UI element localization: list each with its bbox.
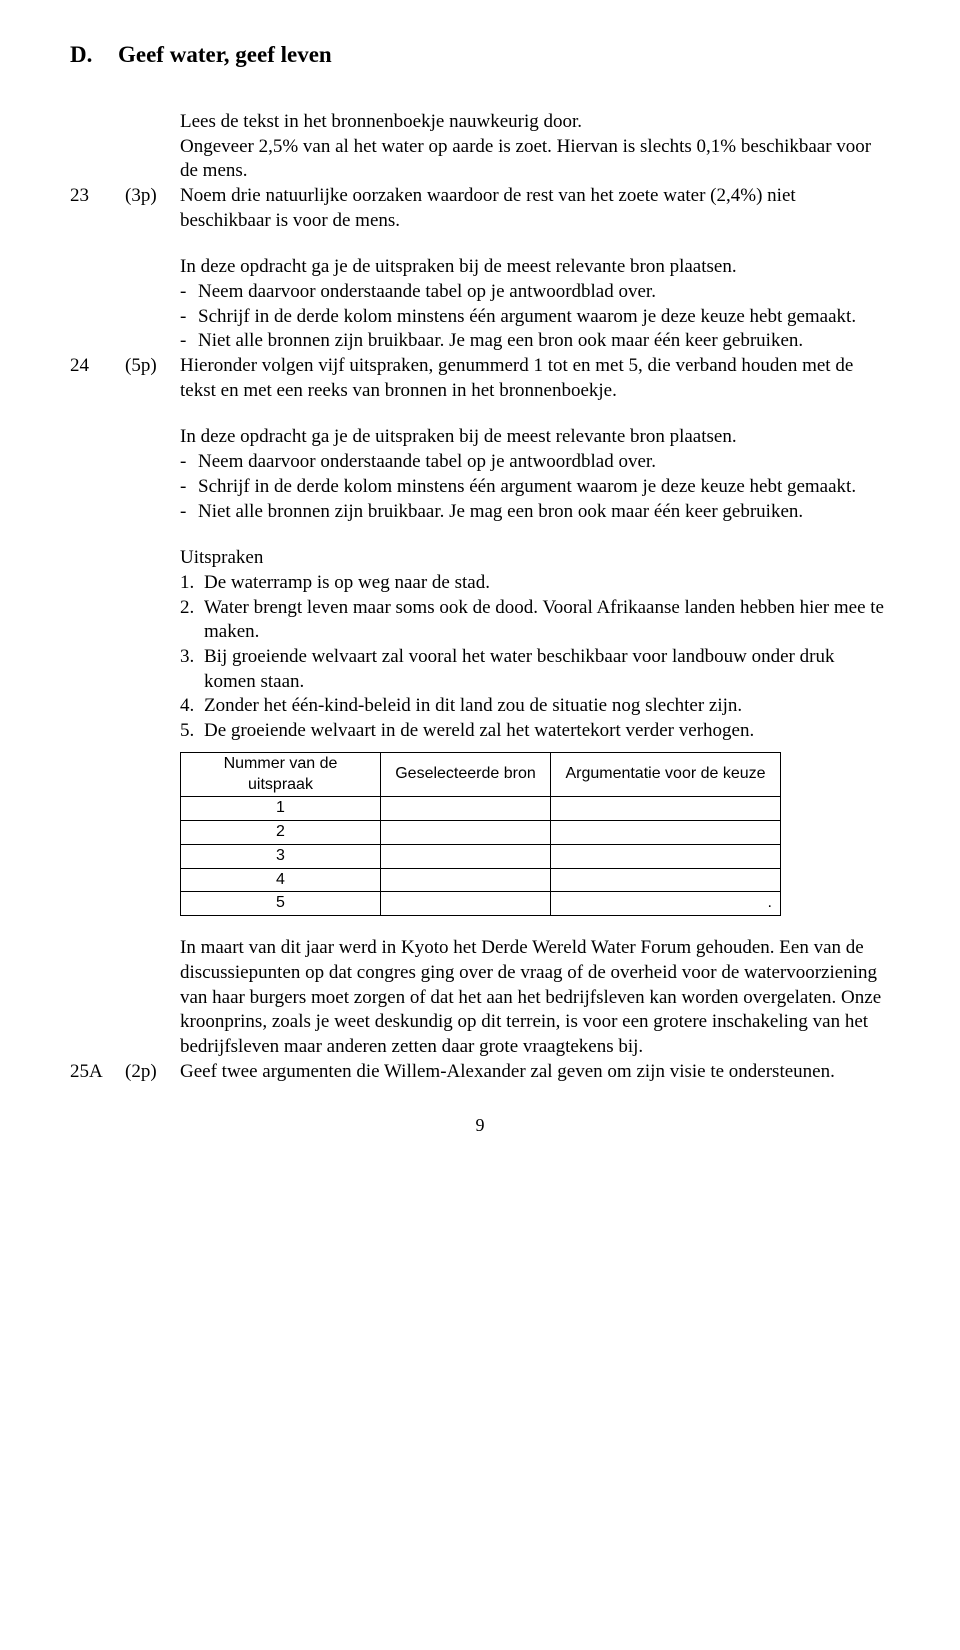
q24-number: 24 xyxy=(70,354,125,1060)
q23-text: Noem drie natuurlijke oorzaken waardoor … xyxy=(180,184,890,233)
q24-bullet-1: -Neem daarvoor onderstaande tabel op je … xyxy=(180,450,890,475)
uitspraak-1: 1.De waterramp is op weg naar de stad. xyxy=(180,571,890,596)
q24-points: (5p) xyxy=(125,354,180,1060)
intro-line1: Lees de tekst in het bronnenboekje nauwk… xyxy=(180,110,890,135)
question-24: 24 (5p) Hieronder volgen vijf uitspraken… xyxy=(70,354,890,1060)
q25-intro-para: In maart van dit jaar werd in Kyoto het … xyxy=(180,936,890,1059)
q23-number: 23 xyxy=(70,184,125,354)
table-header-2: Geselecteerde bron xyxy=(381,752,551,797)
uitspraak-4: 4.Zonder het één-kind-beleid in dit land… xyxy=(180,694,890,719)
table-header-row: Nummer van de uitspraak Geselecteerde br… xyxy=(181,752,781,797)
q24-bullet-3: -Niet alle bronnen zijn bruikbaar. Je ma… xyxy=(180,500,890,525)
q23-points: (3p) xyxy=(125,184,180,354)
section-title-text: Geef water, geef leven xyxy=(118,42,332,67)
page-number: 9 xyxy=(70,1114,890,1137)
table-row: 3 xyxy=(181,844,781,868)
uitspraak-3: 3.Bij groeiende welvaart zal vooral het … xyxy=(180,645,890,694)
q23-bullet-2: -Schrijf in de derde kolom minstens één … xyxy=(180,305,890,330)
table-row: 2 xyxy=(181,821,781,845)
question-23: 23 (3p) Noem drie natuurlijke oorzaken w… xyxy=(70,184,890,354)
table-row: 5. xyxy=(181,892,781,916)
table-row: 4 xyxy=(181,868,781,892)
intro-line2: Ongeveer 2,5% van al het water op aarde … xyxy=(180,135,890,184)
q24-bullet-2: -Schrijf in de derde kolom minstens één … xyxy=(180,475,890,500)
q24-instruction: In deze opdracht ga je de uitspraken bij… xyxy=(180,425,890,450)
q23-bullet-3: -Niet alle bronnen zijn bruikbaar. Je ma… xyxy=(180,329,890,354)
uitspraken-label: Uitspraken xyxy=(180,546,890,571)
q25a-text: Geef twee argumenten die Willem-Alexande… xyxy=(180,1060,890,1085)
table-header-3: Argumentatie voor de keuze xyxy=(551,752,781,797)
q23-instruction: In deze opdracht ga je de uitspraken bij… xyxy=(180,255,890,280)
table-row: 1 xyxy=(181,797,781,821)
q24-text: Hieronder volgen vijf uitspraken, genumm… xyxy=(180,354,890,403)
uitspraak-5: 5.De groeiende welvaart in de wereld zal… xyxy=(180,719,890,744)
section-letter: D. xyxy=(70,40,118,70)
q25a-points: (2p) xyxy=(125,1060,180,1085)
intro-block: Lees de tekst in het bronnenboekje nauwk… xyxy=(70,110,890,184)
answer-table: Nummer van de uitspraak Geselecteerde br… xyxy=(180,752,781,917)
question-25a: 25A (2p) Geef twee argumenten die Willem… xyxy=(70,1060,890,1085)
section-heading: D.Geef water, geef leven xyxy=(70,40,890,70)
uitspraak-2: 2.Water brengt leven maar soms ook de do… xyxy=(180,596,890,645)
table-header-1: Nummer van de uitspraak xyxy=(181,752,381,797)
q23-bullet-1: -Neem daarvoor onderstaande tabel op je … xyxy=(180,280,890,305)
q25a-number: 25A xyxy=(70,1060,125,1085)
